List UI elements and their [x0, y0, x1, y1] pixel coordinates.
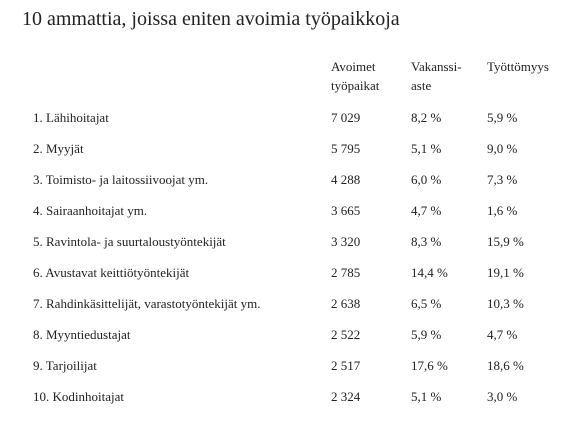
cell: 1,6 %	[487, 203, 518, 218]
cell: 3 320	[331, 234, 361, 249]
occupation: 6. Avustavat keittiötyöntekijät	[33, 265, 190, 280]
cell: 4,7 %	[487, 327, 518, 342]
cell: 9,0 %	[487, 141, 518, 156]
cell: 3 665	[331, 203, 361, 218]
cell: 10,3 %	[487, 296, 524, 311]
cell: 5,1 %	[411, 141, 442, 156]
cell: 4 288	[331, 172, 361, 187]
cell: 6,0 %	[411, 172, 442, 187]
cell: 6,5 %	[411, 296, 442, 311]
cell: 4,7 %	[411, 203, 442, 218]
occupation: 7. Rahdinkäsittelijät, varastotyöntekijä…	[33, 296, 261, 311]
column-header: Avoimet	[331, 59, 376, 74]
cell: 5,9 %	[487, 110, 518, 125]
cell: 7,3 %	[487, 172, 518, 187]
occupation: 4. Sairaanhoitajat ym.	[33, 203, 148, 218]
occupation: 5. Ravintola- ja suurtaloustyöntekijät	[33, 234, 226, 249]
column-header: Vakanssi-	[411, 59, 462, 74]
cell: 2 785	[331, 265, 361, 280]
occupation: 2. Myyjät	[33, 141, 84, 156]
cell: 8,2 %	[411, 110, 442, 125]
cell: 14,4 %	[411, 265, 448, 280]
title: 10 ammattia, joissa eniten avoimia työpa…	[22, 8, 400, 30]
cell: 8,3 %	[411, 234, 442, 249]
occupation: 8. Myyntiedustajat	[33, 327, 131, 342]
cell: 15,9 %	[487, 234, 524, 249]
cell: 2 522	[331, 327, 361, 342]
column-header: työpaikat	[331, 78, 380, 93]
cell: 2 638	[331, 296, 361, 311]
cell: 2 324	[331, 389, 361, 404]
column-header: Työttömyys	[487, 59, 549, 74]
cell: 19,1 %	[487, 265, 524, 280]
occupation: 10. Kodinhoitajat	[33, 389, 124, 404]
column-header: aste	[411, 78, 432, 93]
cell: 5 795	[331, 141, 361, 156]
cell: 2 517	[331, 358, 361, 373]
cell: 7 029	[331, 110, 361, 125]
cell: 18,6 %	[487, 358, 524, 373]
cell: 17,6 %	[411, 358, 448, 373]
cell: 5,9 %	[411, 327, 442, 342]
occupation: 1. Lähihoitajat	[33, 110, 109, 125]
cell: 5,1 %	[411, 389, 442, 404]
cell: 3,0 %	[487, 389, 518, 404]
occupation: 9. Tarjoilijat	[33, 358, 97, 373]
occupation: 3. Toimisto- ja laitossiivoojat ym.	[33, 172, 209, 187]
